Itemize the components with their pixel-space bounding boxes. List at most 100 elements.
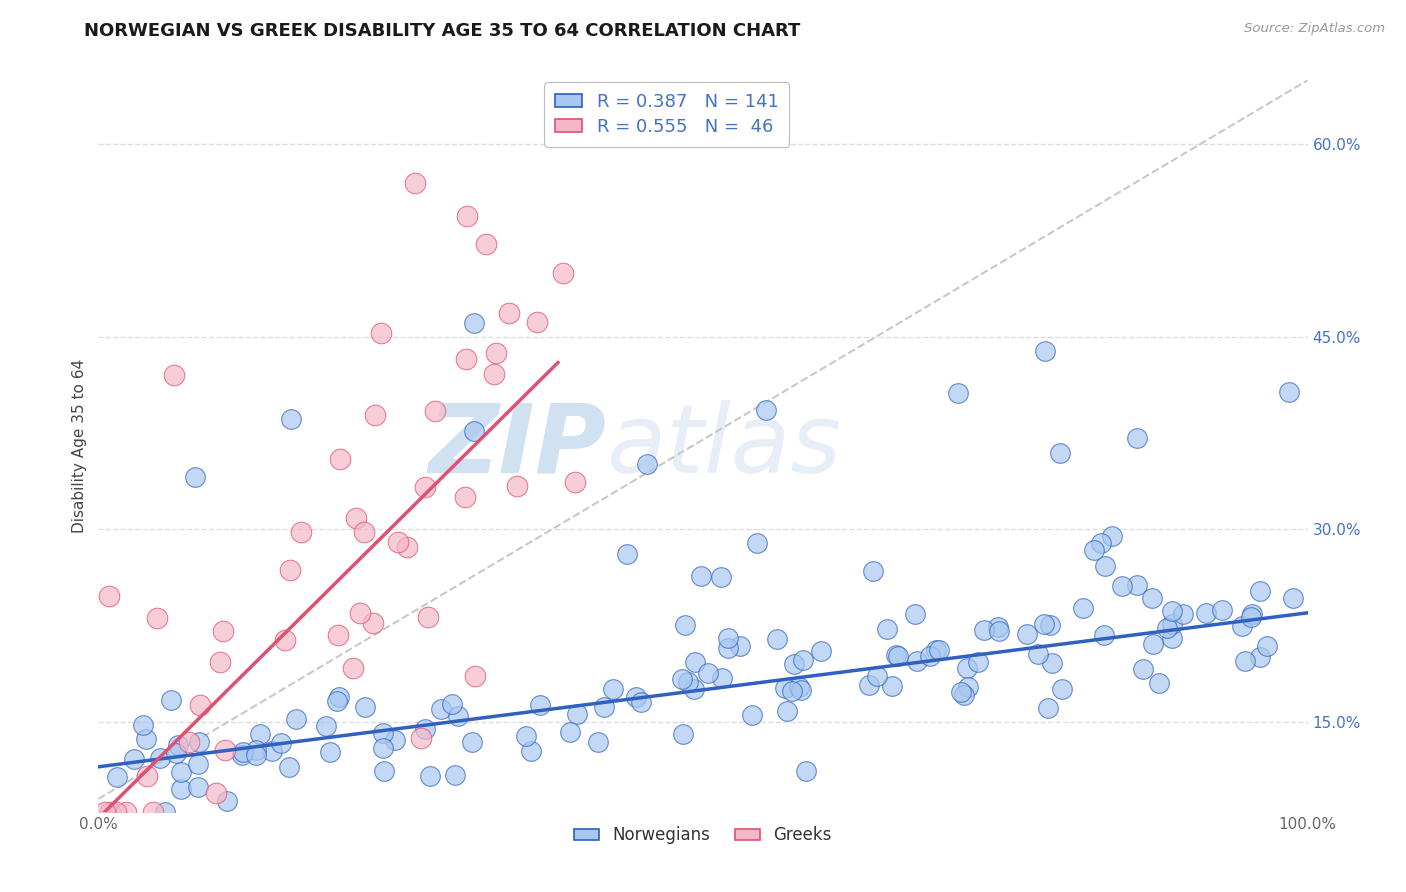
Point: [747, 536, 769, 550]
Point: [475, 236, 498, 251]
Point: [373, 726, 395, 740]
Point: [454, 352, 477, 367]
Point: [671, 672, 693, 686]
Y-axis label: Disability Age 35 to 64: Disability Age 35 to 64: [72, 359, 87, 533]
Point: [423, 404, 446, 418]
Point: [429, 702, 451, 716]
Point: [1036, 701, 1059, 715]
Point: [232, 745, 254, 759]
Point: [616, 547, 638, 561]
Point: [1033, 343, 1056, 358]
Point: [1230, 619, 1253, 633]
Point: [560, 725, 582, 739]
Point: [169, 782, 191, 797]
Point: [956, 680, 979, 694]
Point: [363, 615, 385, 630]
Point: [683, 655, 706, 669]
Point: [100, 805, 122, 819]
Point: [1026, 647, 1049, 661]
Point: [1094, 558, 1116, 573]
Point: [290, 524, 312, 539]
Point: [776, 704, 799, 718]
Point: [1233, 654, 1256, 668]
Point: [404, 176, 426, 190]
Point: [214, 743, 236, 757]
Point: [208, 655, 231, 669]
Point: [1083, 543, 1105, 558]
Point: [146, 611, 169, 625]
Point: [551, 266, 574, 280]
Point: [520, 744, 543, 758]
Point: [135, 731, 157, 746]
Point: [122, 752, 145, 766]
Point: [1049, 446, 1071, 460]
Point: [326, 628, 349, 642]
Point: [1142, 637, 1164, 651]
Point: [454, 490, 477, 504]
Point: [905, 654, 928, 668]
Point: [1249, 583, 1271, 598]
Point: [249, 726, 271, 740]
Point: [1090, 536, 1112, 550]
Point: [373, 764, 395, 778]
Point: [529, 698, 551, 713]
Point: [1278, 384, 1301, 399]
Point: [862, 564, 884, 578]
Point: [1156, 621, 1178, 635]
Point: [464, 668, 486, 682]
Point: [880, 679, 903, 693]
Point: [245, 743, 267, 757]
Point: [728, 640, 751, 654]
Point: [710, 570, 733, 584]
Point: [184, 470, 207, 484]
Point: [212, 624, 235, 638]
Point: [925, 642, 948, 657]
Point: [973, 623, 995, 637]
Point: [329, 452, 352, 467]
Point: [326, 694, 349, 708]
Point: [1160, 616, 1182, 631]
Point: [1282, 591, 1305, 605]
Point: [413, 723, 436, 737]
Text: ZIP: ZIP: [429, 400, 606, 492]
Point: [177, 735, 200, 749]
Point: [526, 315, 548, 329]
Point: [858, 678, 880, 692]
Point: [114, 805, 136, 819]
Point: [142, 805, 165, 819]
Point: [683, 682, 706, 697]
Point: [593, 700, 616, 714]
Point: [384, 733, 406, 747]
Point: [1249, 650, 1271, 665]
Point: [1111, 579, 1133, 593]
Point: [262, 744, 284, 758]
Point: [1161, 604, 1184, 618]
Point: [952, 688, 974, 702]
Point: [783, 657, 806, 671]
Point: [1052, 682, 1074, 697]
Point: [443, 768, 465, 782]
Point: [415, 480, 437, 494]
Point: [1132, 662, 1154, 676]
Point: [710, 671, 733, 685]
Point: [741, 707, 763, 722]
Point: [498, 306, 520, 320]
Point: [717, 641, 740, 656]
Point: [630, 695, 652, 709]
Point: [1211, 603, 1233, 617]
Point: [187, 756, 209, 771]
Point: [353, 700, 375, 714]
Point: [463, 316, 485, 330]
Point: [105, 805, 128, 819]
Point: [440, 697, 463, 711]
Point: [482, 367, 505, 381]
Point: [315, 718, 337, 732]
Point: [1161, 631, 1184, 645]
Point: [97, 590, 120, 604]
Point: [866, 669, 889, 683]
Text: Source: ZipAtlas.com: Source: ZipAtlas.com: [1244, 22, 1385, 36]
Point: [810, 644, 832, 658]
Point: [1039, 618, 1062, 632]
Point: [364, 409, 387, 423]
Point: [988, 624, 1011, 639]
